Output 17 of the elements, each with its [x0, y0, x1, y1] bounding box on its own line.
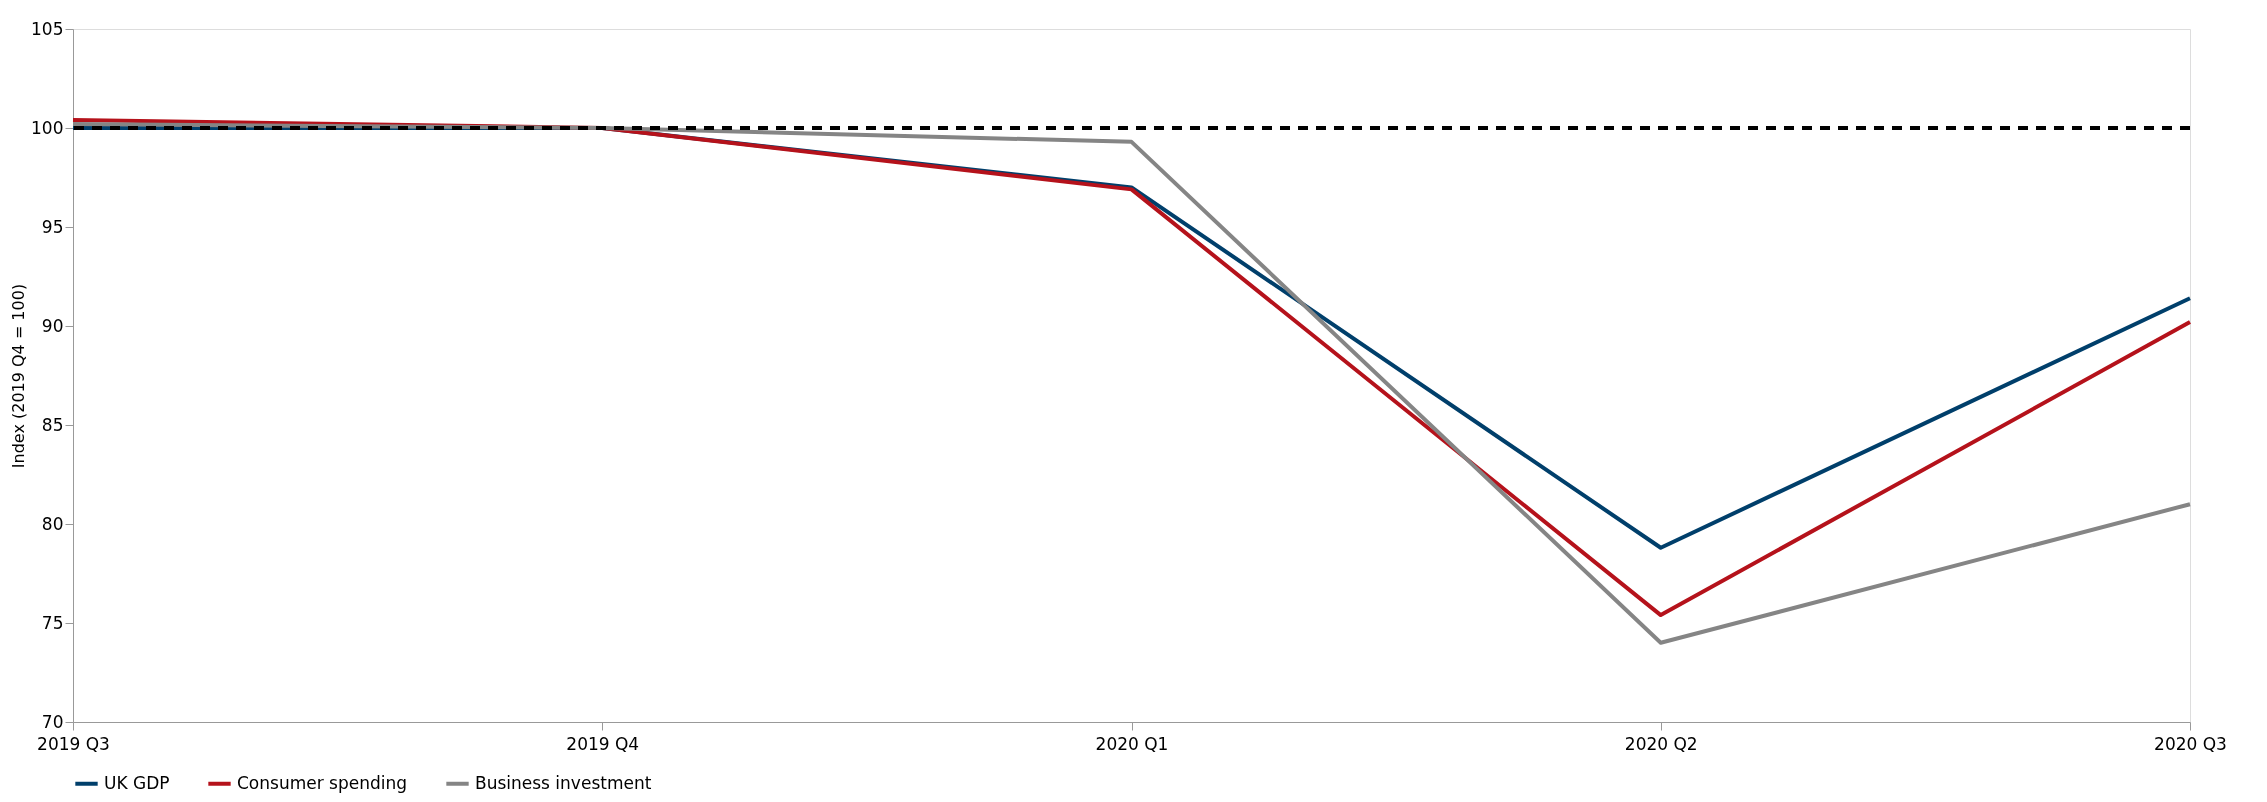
y-tick-label: 95: [41, 216, 64, 237]
y-tick-label: 85: [41, 414, 64, 435]
y-tick-label: 100: [31, 117, 64, 138]
x-tick-label: 2019 Q4: [566, 733, 640, 754]
y-tick-label: 105: [31, 18, 64, 39]
x-tick-label: 2020 Q3: [2154, 733, 2227, 754]
legend-label: Consumer spending: [237, 772, 408, 793]
y-axis-title: Index (2019 Q4 = 100): [9, 283, 29, 469]
y-tick-label: 80: [41, 513, 64, 534]
legend-label: Business investment: [475, 772, 652, 793]
x-tick-label: 2020 Q2: [1624, 733, 1698, 754]
y-tick-label: 75: [41, 612, 64, 633]
y-tick-label: 90: [41, 315, 64, 336]
x-tick-label: 2019 Q3: [37, 733, 110, 754]
x-tick-label: 2020 Q1: [1095, 733, 1169, 754]
y-tick-label: 70: [41, 711, 64, 732]
legend-label: UK GDP: [104, 772, 170, 793]
